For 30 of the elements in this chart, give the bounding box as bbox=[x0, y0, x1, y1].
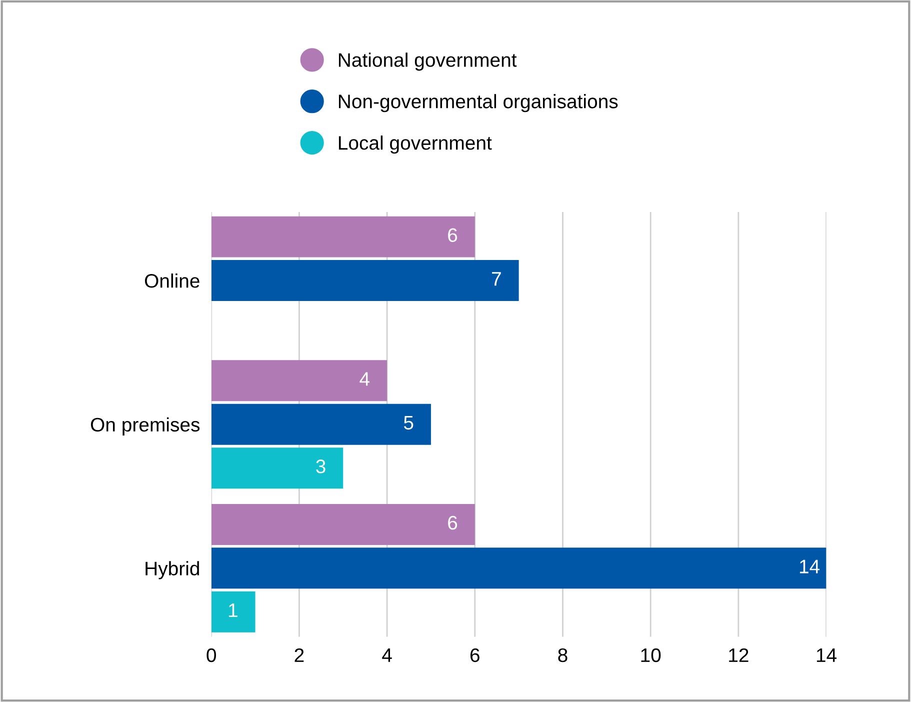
bar bbox=[211, 448, 344, 489]
x-tick-label: 8 bbox=[558, 648, 568, 662]
x-tick-label: 14 bbox=[816, 648, 837, 662]
x-tick-label: 0 bbox=[206, 648, 216, 662]
legend-label: Non-governmental organisations bbox=[338, 94, 618, 112]
data-label: 4 bbox=[360, 372, 370, 386]
bar bbox=[211, 548, 826, 589]
y-tick-label: On premises bbox=[90, 417, 200, 436]
bar bbox=[211, 216, 475, 258]
data-label: 3 bbox=[316, 460, 326, 474]
x-tick-label: 6 bbox=[470, 648, 480, 662]
legend-label: National government bbox=[338, 52, 517, 71]
x-tick-label: 12 bbox=[729, 648, 748, 662]
data-label: 1 bbox=[228, 604, 238, 617]
bar bbox=[211, 260, 519, 302]
data-label: 6 bbox=[448, 516, 458, 530]
data-label: 5 bbox=[404, 416, 414, 430]
y-tick-label: Online bbox=[144, 273, 200, 288]
bar bbox=[211, 404, 431, 445]
bar bbox=[211, 360, 388, 402]
x-tick-label: 4 bbox=[382, 648, 392, 662]
y-tick-label: Hybrid bbox=[146, 561, 199, 580]
data-label: 6 bbox=[448, 228, 458, 242]
bar bbox=[211, 591, 256, 632]
legend-label: Local government bbox=[338, 136, 492, 154]
x-tick-label: 2 bbox=[294, 648, 304, 662]
data-label: 7 bbox=[492, 272, 501, 286]
bar bbox=[211, 504, 475, 545]
x-tick-label: 10 bbox=[641, 648, 661, 662]
data-label: 14 bbox=[800, 560, 820, 574]
